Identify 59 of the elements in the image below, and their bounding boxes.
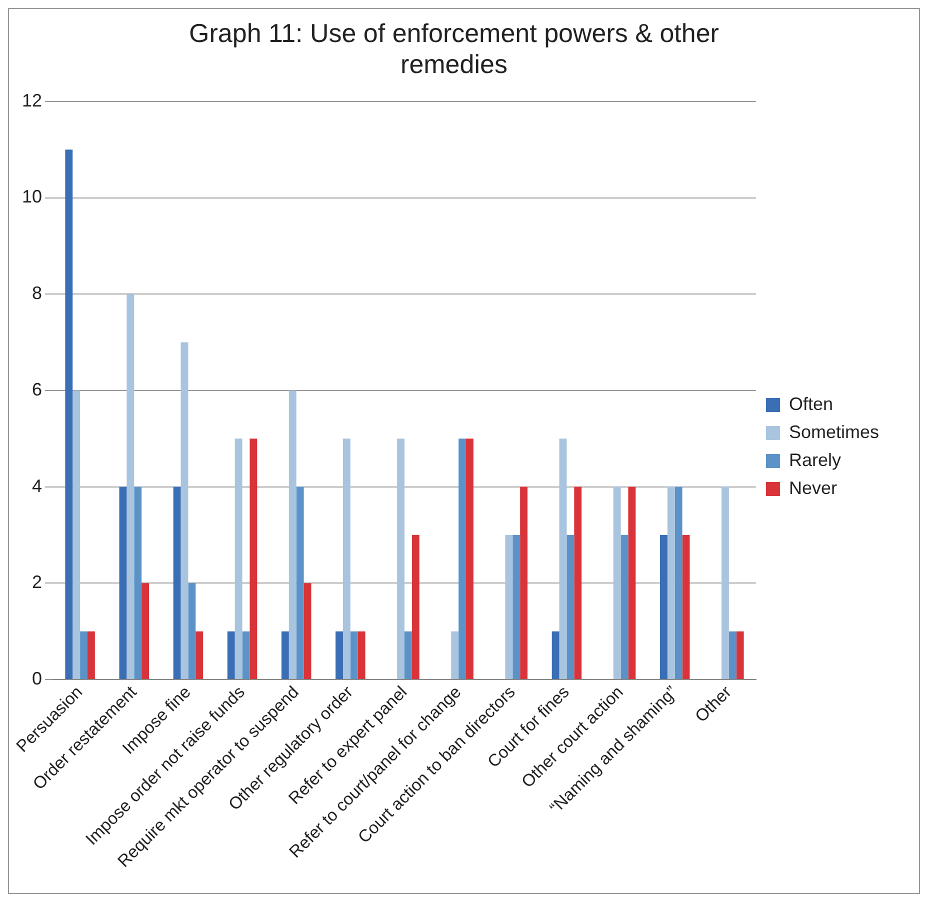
bar <box>628 486 636 680</box>
bar <box>227 631 235 680</box>
bar <box>242 631 250 680</box>
chart-title: Graph 11: Use of enforcement powers & other remedies <box>189 18 720 79</box>
bar <box>660 534 668 680</box>
bar <box>559 438 567 680</box>
bar <box>234 438 242 680</box>
bar <box>667 486 675 680</box>
y-tick-label: 10 <box>22 186 42 207</box>
bar <box>466 438 474 680</box>
bar <box>180 342 188 680</box>
bar <box>126 294 134 680</box>
y-tick-label: 2 <box>32 572 42 592</box>
bar <box>281 631 289 680</box>
bar <box>304 583 312 680</box>
bar <box>520 486 528 680</box>
legend-label: Never <box>788 478 837 498</box>
bar <box>512 534 520 680</box>
bar <box>342 438 350 680</box>
bar <box>196 631 204 680</box>
y-tick-label: 8 <box>32 283 42 304</box>
bar <box>566 534 574 680</box>
bar <box>682 534 690 680</box>
bar <box>72 390 80 680</box>
bar <box>80 631 88 680</box>
bar <box>134 486 142 680</box>
y-tick-label: 6 <box>32 379 42 400</box>
y-tick-label: 0 <box>32 668 42 688</box>
bar <box>458 438 466 680</box>
bar <box>250 438 258 680</box>
bar <box>142 583 149 680</box>
y-tick-label: 4 <box>32 476 42 496</box>
y-tick-label: 12 <box>22 90 42 110</box>
bar <box>674 486 682 680</box>
bar <box>613 486 621 680</box>
bar <box>397 438 404 680</box>
bar <box>87 631 95 680</box>
bar <box>65 150 73 680</box>
bar <box>620 534 628 680</box>
bar <box>736 631 744 680</box>
bar <box>288 390 296 680</box>
bar <box>505 534 513 680</box>
bar <box>451 631 459 680</box>
legend-label: Rarely <box>788 450 841 470</box>
bar <box>119 486 127 680</box>
bar <box>412 534 420 680</box>
bar <box>358 631 366 680</box>
bar <box>350 631 358 680</box>
legend-label: Often <box>788 394 834 414</box>
bar <box>296 486 304 680</box>
bar <box>722 486 729 680</box>
bar <box>404 631 412 680</box>
bar <box>188 583 196 680</box>
bar <box>552 631 560 680</box>
bar <box>173 486 181 680</box>
legend-label: Sometimes <box>788 422 880 442</box>
bar <box>336 631 343 680</box>
bar <box>728 631 736 680</box>
bar <box>574 486 582 680</box>
